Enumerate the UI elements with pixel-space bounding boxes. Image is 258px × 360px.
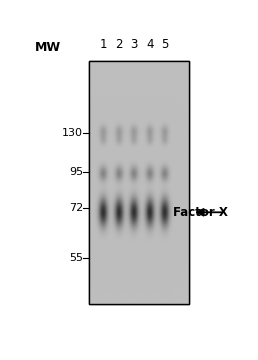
Text: 55: 55 <box>69 253 83 263</box>
Text: Factor X: Factor X <box>173 206 228 219</box>
Bar <box>89 61 189 304</box>
Text: 4: 4 <box>147 38 154 51</box>
Text: 72: 72 <box>69 203 83 213</box>
Text: MW: MW <box>35 41 61 54</box>
Text: 130: 130 <box>62 128 83 138</box>
Text: 95: 95 <box>69 167 83 177</box>
Text: 5: 5 <box>162 38 169 51</box>
Text: 3: 3 <box>131 38 138 51</box>
Bar <box>89 61 189 304</box>
Text: 2: 2 <box>116 38 123 51</box>
Text: 1: 1 <box>100 38 107 51</box>
